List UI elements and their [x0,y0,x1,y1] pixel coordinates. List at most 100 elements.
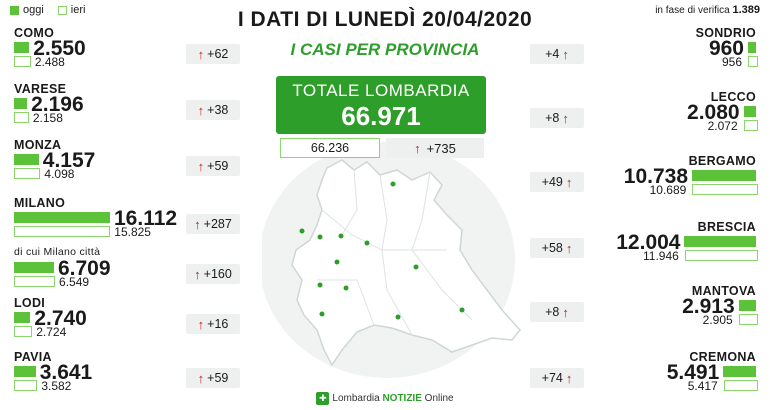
map-dot-milano [317,282,323,288]
map-dot-lodi [343,285,349,291]
map-dot-monza [334,259,340,265]
arrow-up-icon: ↑ [565,370,573,386]
footer-brand-a: Lombardia [332,393,383,405]
delta-value-bergamo: +49 [541,175,563,189]
legend-ieri-label: ieri [70,4,86,16]
bar-ieri-lecco [743,120,758,131]
totale-oggi: 66.971 [341,101,421,131]
province-name-monza: MONZA [14,138,62,152]
value-ieri-sondrio: 956 [721,55,742,69]
delta-value-lecco: +8 [545,111,560,125]
arrow-up-icon: ↑ [197,158,205,174]
value-oggi-lecco: 2.080 [687,101,740,124]
value-ieri-varese: 2.158 [32,111,63,125]
value-oggi-mantova: 2.913 [682,295,735,318]
value-ieri-lecco: 2.072 [707,119,738,133]
value-oggi-sondrio: 960 [708,37,744,60]
delta-value-brescia: +58 [541,241,563,255]
delta-badge-mantova: +8 ↑ [530,302,584,322]
value-oggi-lodi: 2.740 [34,307,87,330]
legend-ieri-swatch [57,5,67,15]
bar-ieri-milano [14,226,111,237]
totale-ieri: 66.236 [280,138,380,158]
bar-oggi-varese [14,98,28,109]
delta-value-sondrio: +4 [545,47,560,61]
province-name-sondrio: SONDRIO [695,26,756,40]
arrow-up-icon: ↑ [197,46,205,62]
arrow-up-icon: ↑ [194,266,201,282]
bar-ieri-cremona [723,380,758,391]
bar-ieri-di-cui-milano-citt [14,276,56,287]
bar-ieri-lodi [14,326,33,337]
value-oggi-como: 2.550 [33,37,86,60]
delta-badge-sondrio: +4 ↑ [530,44,584,64]
legend-oggi-label: oggi [23,4,44,16]
map-dot-varese [299,228,305,234]
delta-badge-cremona: +74 ↑ [530,368,584,388]
bar-oggi-lecco [743,106,756,117]
bar-oggi-lodi [14,312,31,323]
value-ieri-bergamo: 10.689 [649,183,687,197]
map-dot-lecco [338,233,344,239]
totale-box: TOTALE LOMBARDIA 66.971 [276,76,486,134]
verifica-value: 1.389 [732,4,760,16]
value-oggi-cremona: 5.491 [666,361,720,384]
footer-brand-c: Online [421,393,454,405]
delta-value-como: +62 [207,47,229,61]
map-dot-cremona [395,314,401,320]
province-name-pavia: PAVIA [14,350,52,364]
map-dot-como [317,234,323,240]
arrow-up-icon: ↑ [197,316,205,332]
province-name-bergamo: BERGAMO [688,154,756,168]
delta-value-lodi: +16 [207,317,229,331]
delta-value-mantova: +8 [545,305,560,319]
delta-value-cremona: +74 [541,371,563,385]
map-dot-mantova [459,307,465,313]
province-name-di-cui-milano-citt: di cui Milano città [14,246,101,258]
bar-oggi-como [14,42,30,53]
arrow-up-icon: ↑ [562,46,569,62]
delta-badge-di-cui-milano-citt: ↑ +160 [186,264,240,284]
delta-badge-varese: ↑ +38 [186,100,240,120]
value-oggi-bergamo: 10.738 [623,165,689,188]
map-dot-pavia [319,311,325,317]
province-name-mantova: MANTOVA [691,284,756,298]
bar-oggi-mantova [738,300,756,311]
bar-oggi-bergamo [692,170,756,181]
province-name-milano: MILANO [14,196,66,210]
delta-badge-como: ↑ +62 [186,44,240,64]
legend: oggi ieri [10,4,85,16]
delta-value-milano: +287 [203,217,232,231]
value-ieri-cremona: 5.417 [687,379,718,393]
arrow-up-icon: ↑ [565,240,573,256]
bar-oggi-di-cui-milano-citt [14,262,54,273]
value-ieri-como: 2.488 [34,55,65,69]
value-ieri-di-cui-milano-citt: 6.549 [59,275,90,289]
bar-oggi-pavia [14,366,36,377]
map-dot-sondrio [390,181,396,187]
map-dot-brescia [413,264,419,270]
value-oggi-brescia: 12.004 [616,231,681,254]
delta-value-monza: +59 [207,159,229,173]
delta-badge-bergamo: +49 ↑ [530,172,584,192]
province-name-cremona: CREMONA [689,350,756,364]
arrow-up-icon: ↑ [562,304,569,320]
map-dot-bergamo [364,240,370,246]
bar-oggi-brescia [684,236,756,247]
verifica-label: in fase di verifica [655,5,730,16]
bar-oggi-monza [14,154,39,165]
delta-badge-pavia: ↑ +59 [186,368,240,388]
province-name-lecco: LECCO [710,90,756,104]
value-ieri-lodi: 2.724 [36,325,67,339]
legend-oggi-swatch [10,5,19,15]
page-subtitle: I CASI PER PROVINCIA [290,40,480,59]
bar-ieri-como [14,56,31,67]
value-oggi-monza: 4.157 [42,149,96,172]
bar-ieri-mantova [738,314,758,325]
province-name-varese: VARESE [14,82,67,96]
value-ieri-pavia: 3.582 [41,379,72,393]
delta-value-di-cui-milano-citt: +160 [203,267,232,281]
delta-badge-milano: ↑ +287 [186,214,240,234]
arrow-up-icon: ↑ [197,102,205,118]
verifica-note: in fase di verifica 1.389 [655,4,760,16]
